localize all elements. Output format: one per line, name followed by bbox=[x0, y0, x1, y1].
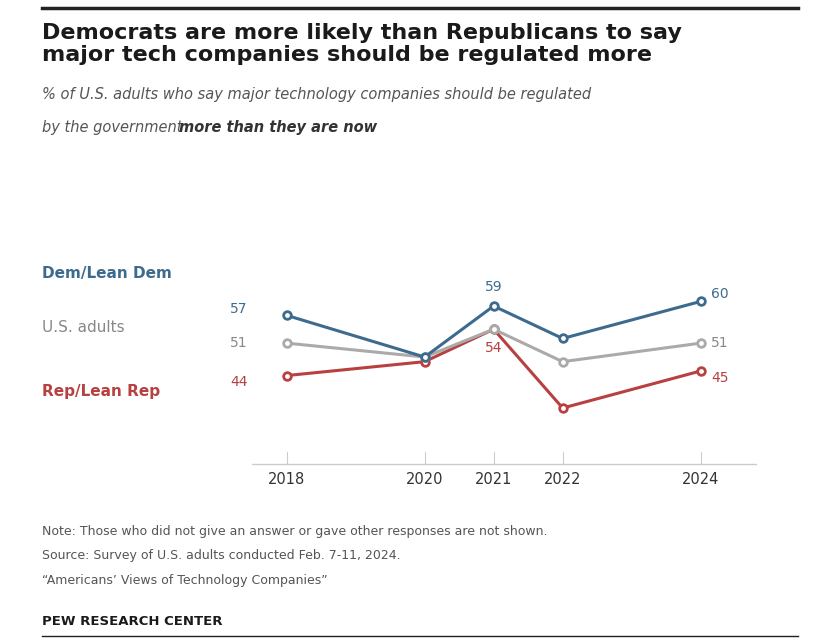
Text: “Americans’ Views of Technology Companies”: “Americans’ Views of Technology Companie… bbox=[42, 574, 328, 587]
Text: PEW RESEARCH CENTER: PEW RESEARCH CENTER bbox=[42, 615, 223, 628]
Text: % of U.S. adults who say major technology companies should be regulated: % of U.S. adults who say major technolog… bbox=[42, 87, 591, 102]
Text: Democrats are more likely than Republicans to say: Democrats are more likely than Republica… bbox=[42, 23, 682, 43]
Text: 59: 59 bbox=[485, 280, 502, 294]
Text: 60: 60 bbox=[711, 287, 729, 301]
Text: by the government: by the government bbox=[42, 120, 187, 135]
Text: Note: Those who did not give an answer or gave other responses are not shown.: Note: Those who did not give an answer o… bbox=[42, 525, 548, 538]
Text: 44: 44 bbox=[230, 375, 248, 389]
Text: Rep/Lean Rep: Rep/Lean Rep bbox=[42, 384, 160, 399]
Text: 57: 57 bbox=[230, 302, 248, 316]
Text: Dem/Lean Dem: Dem/Lean Dem bbox=[42, 266, 172, 281]
Text: 54: 54 bbox=[485, 341, 502, 355]
Text: 51: 51 bbox=[711, 336, 729, 350]
Text: U.S. adults: U.S. adults bbox=[42, 319, 124, 334]
Text: Source: Survey of U.S. adults conducted Feb. 7-11, 2024.: Source: Survey of U.S. adults conducted … bbox=[42, 549, 401, 562]
Text: more than they are now: more than they are now bbox=[179, 120, 377, 135]
Text: major tech companies should be regulated more: major tech companies should be regulated… bbox=[42, 45, 652, 65]
Text: 51: 51 bbox=[230, 336, 248, 350]
Text: 45: 45 bbox=[711, 371, 728, 385]
